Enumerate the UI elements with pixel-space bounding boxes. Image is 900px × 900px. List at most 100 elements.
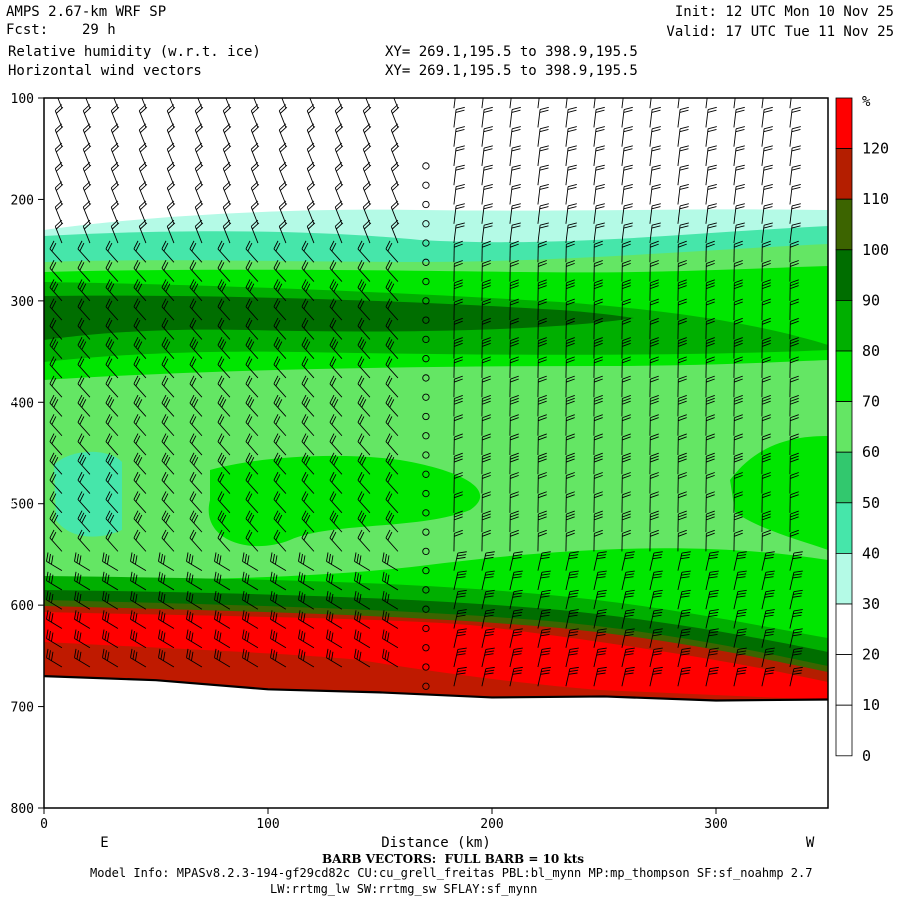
calm-marker: [422, 162, 430, 170]
wind-barb: [329, 414, 343, 437]
wind-barb: [49, 491, 63, 514]
wind-barb: [273, 529, 287, 552]
rh-band-70-80-east: [730, 436, 828, 550]
wind-barb: [49, 298, 63, 321]
wind-barb: [161, 471, 175, 494]
init-time: Init: 12 UTC Mon 10 Nov 25: [674, 4, 894, 20]
wind-barb: [133, 510, 147, 533]
wind-barb: [677, 337, 687, 359]
wind-barb: [382, 648, 399, 668]
forecast-label: Fcst:: [6, 22, 49, 38]
forecast-hours: 29 h: [82, 22, 116, 38]
wind-barb: [481, 240, 491, 263]
wind-barb: [354, 610, 371, 629]
wind-barb: [329, 433, 343, 456]
wind-barb: [733, 529, 743, 552]
wind-barb: [509, 98, 512, 109]
wind-barb: [49, 452, 63, 475]
wind-barb: [565, 666, 579, 687]
wind-barb: [161, 394, 175, 417]
wind-barb: [133, 240, 147, 263]
wind-barb: [565, 145, 577, 167]
wind-barb: [77, 259, 91, 282]
model-info-line2: LW:rrtmg_lw SW:rrtmg_sw SFLAY:sf_mynn: [270, 882, 538, 896]
x-tick-label: 300: [704, 817, 727, 832]
wind-barb: [705, 356, 715, 378]
rh-band-70-80-mid: [208, 455, 481, 547]
wind-barb: [385, 279, 399, 302]
wind-barb: [270, 629, 287, 649]
wind-barb: [161, 433, 175, 456]
wind-barb: [46, 552, 63, 572]
wind-barb: [273, 356, 287, 379]
wind-barb: [138, 219, 148, 244]
wind-barb: [677, 183, 689, 205]
barb-note: BARB VECTORS: FULL BARB = 10 kts: [322, 852, 585, 866]
wind-barb: [217, 317, 231, 340]
wind-barb: [189, 317, 203, 340]
wind-barb: [649, 414, 659, 436]
wind-barb: [329, 356, 343, 379]
y-axis-label: Pressure (hPa): [7, 398, 22, 508]
wind-barb: [649, 666, 663, 687]
wind-barb: [565, 126, 577, 147]
wind-barb: [130, 552, 147, 572]
wind-barb: [74, 648, 91, 668]
colorbar-label: 30: [862, 595, 880, 613]
wind-barb: [273, 240, 287, 263]
wind-barb: [74, 571, 91, 591]
wind-barb: [385, 529, 399, 552]
wind-barb: [789, 452, 799, 475]
wind-barb: [677, 240, 687, 263]
wind-barb: [593, 298, 603, 321]
wind-barb: [733, 472, 743, 494]
wind-barb: [565, 414, 575, 436]
wind-barb: [133, 471, 147, 494]
wind-barb: [166, 219, 176, 244]
colorbar-bin: [835, 350, 853, 402]
x-tick-label: 200: [480, 817, 503, 832]
wind-barb: [481, 452, 491, 475]
wind-barb: [481, 279, 491, 301]
wind-barb: [761, 491, 771, 513]
wind-barb: [481, 394, 491, 417]
y-tick-label: 800: [11, 802, 34, 817]
wind-barb: [761, 433, 771, 456]
wind-barb: [481, 260, 491, 282]
wind-barb: [189, 279, 203, 302]
wind-barb: [250, 219, 260, 244]
wind-barb: [453, 394, 463, 417]
wind-barb: [390, 219, 400, 244]
wind-barb: [77, 452, 91, 475]
wind-barb: [46, 648, 63, 668]
wind-barb: [789, 240, 799, 263]
wind-barb: [385, 394, 399, 417]
wind-barb: [102, 552, 119, 572]
wind-barb: [621, 279, 631, 301]
wind-barb: [705, 337, 715, 359]
wind-barb: [565, 394, 575, 417]
wind-barb: [621, 609, 635, 629]
wind-barb: [509, 452, 519, 475]
y-tick-label: 600: [11, 599, 34, 614]
wind-barb: [54, 219, 64, 244]
wind-barb: [677, 164, 689, 186]
wind-barb: [621, 375, 631, 398]
wind-barb: [357, 259, 371, 282]
wind-barb: [733, 491, 743, 513]
wind-barb: [329, 375, 343, 398]
wind-barb: [537, 394, 547, 417]
wind-barb: [705, 529, 715, 552]
wind-barb: [354, 648, 371, 668]
wind-barb: [733, 260, 743, 282]
wind-barb: [593, 317, 603, 340]
wind-barb: [186, 629, 203, 649]
wind-barb: [705, 551, 719, 571]
wind-barb: [245, 279, 259, 302]
wind-barb: [306, 219, 316, 244]
wind-barb: [509, 356, 519, 378]
wind-barb: [357, 337, 371, 359]
wind-barb: [105, 279, 119, 302]
wind-barb: [593, 126, 605, 147]
wind-barb: [270, 610, 287, 629]
